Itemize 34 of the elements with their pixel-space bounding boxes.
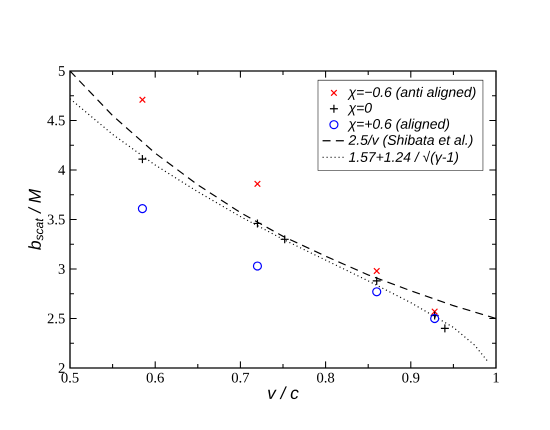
legend-label: 2.5/v (Shibata et al.) [348, 134, 472, 148]
x-tick-label: 1 [494, 372, 499, 382]
x-tick-label: 0.9 [402, 372, 420, 383]
point [252, 218, 262, 228]
y-tick-label: 3 [58, 264, 65, 274]
point [430, 314, 440, 324]
x-axis-title: v / c [268, 386, 299, 400]
x-tick-label: 0.5 [61, 372, 79, 383]
y-tick-label: 4 [58, 165, 66, 175]
point [254, 180, 261, 188]
point [138, 204, 148, 214]
point [139, 96, 146, 104]
y-axis-title: b$_{scat}$ / M [28, 188, 44, 250]
point [138, 154, 148, 164]
point [373, 268, 380, 274]
y-tick-label: 5 [58, 66, 65, 76]
legend-label: χ=0 [347, 102, 372, 116]
point [372, 287, 382, 296]
point [280, 234, 290, 244]
legend-label: χ=+0.6 (aligned) [347, 118, 450, 132]
point [430, 310, 440, 320]
legend-label: 1.57+1.24 / √(γ-1) [348, 150, 458, 165]
x-tick-label: 0.6 [146, 372, 164, 383]
y-tick-label: 2 [58, 363, 65, 373]
point [440, 324, 450, 333]
x-tick-label: 0.7 [232, 372, 250, 383]
y-tick-label: 3.5 [48, 214, 65, 224]
legend-label: χ=−0.6 (anti aligned) [347, 86, 476, 100]
point [252, 261, 262, 271]
y-tick-label: 4.5 [47, 116, 65, 126]
point [431, 308, 438, 315]
point [372, 276, 382, 286]
y-tick-label: 2.5 [48, 314, 65, 324]
x-tick-label: 0.8 [317, 372, 334, 383]
